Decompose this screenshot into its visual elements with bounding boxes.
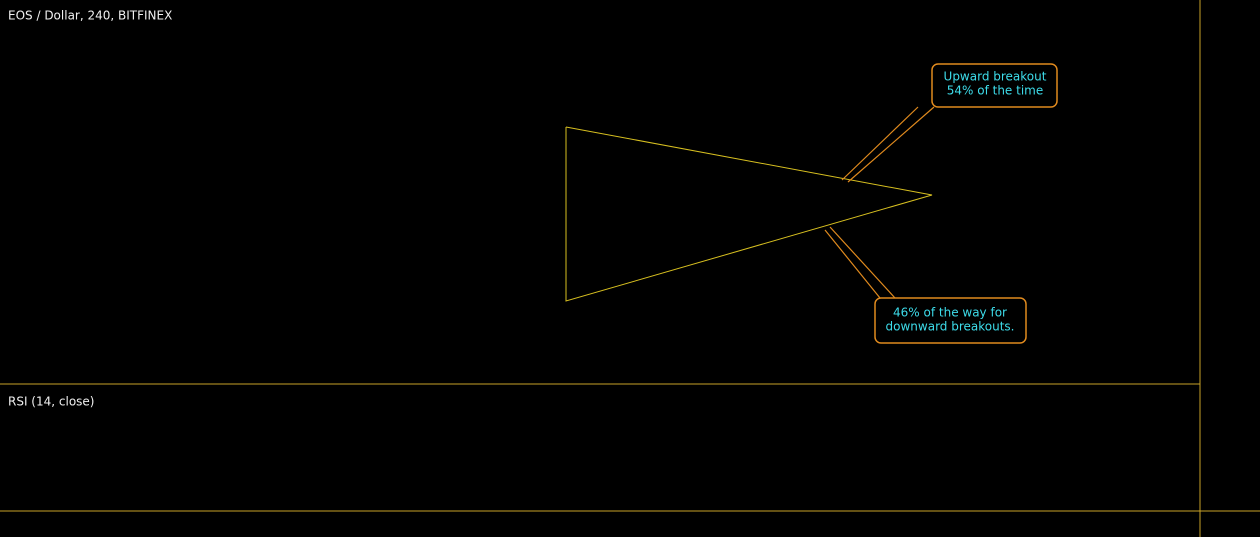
callout-pointer: [824, 229, 881, 299]
callout-box: [874, 297, 1027, 344]
callout-box: [931, 63, 1058, 108]
drawings: Upward breakout 54% of the time 46% of t…: [565, 63, 1058, 344]
annotation: downward breakouts.: [886, 320, 1015, 334]
triangle-pattern: [565, 126, 933, 302]
annotation: 46% of the way for: [893, 306, 1007, 320]
pane-title: RSI (14, close): [8, 395, 94, 409]
callout-pointer: [847, 106, 935, 183]
callout-pointer: [841, 106, 919, 181]
annotation: Upward breakout: [944, 70, 1047, 84]
chart-title: EOS / Dollar, 240, BITFINEX: [8, 9, 172, 23]
annotation: 54% of the time: [947, 84, 1044, 98]
callout-pointer: [829, 226, 896, 299]
